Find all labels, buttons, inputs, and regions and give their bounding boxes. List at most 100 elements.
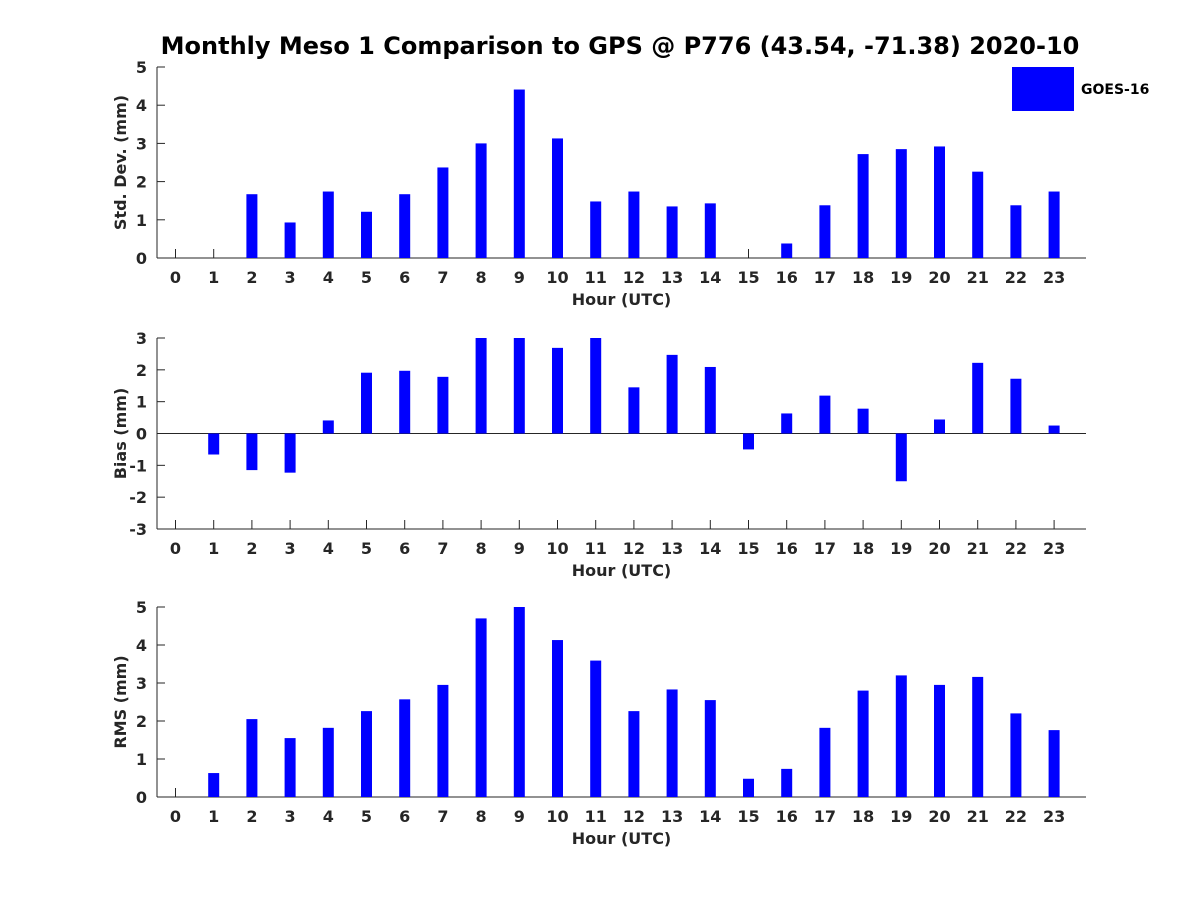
bar-hour-17 bbox=[819, 205, 831, 258]
x-tick-label: 16 bbox=[776, 539, 798, 558]
x-tick-label: 23 bbox=[1043, 807, 1065, 826]
x-tick-label: 20 bbox=[928, 268, 950, 287]
x-tick-label: 18 bbox=[852, 539, 874, 558]
bar-hour-18 bbox=[857, 690, 869, 797]
bar-hour-8 bbox=[475, 143, 487, 258]
x-tick-label: 7 bbox=[437, 807, 448, 826]
bar-hour-7 bbox=[437, 376, 449, 434]
bar-hour-3 bbox=[284, 433, 296, 473]
bar-hour-8 bbox=[475, 618, 487, 797]
x-axis-label: Hour (UTC) bbox=[572, 561, 672, 580]
x-tick-label: 12 bbox=[623, 268, 645, 287]
bar-hour-21 bbox=[972, 676, 984, 797]
x-tick-label: 17 bbox=[814, 807, 836, 826]
x-tick-label: 9 bbox=[514, 807, 525, 826]
y-tick-label: -3 bbox=[129, 520, 147, 539]
bar-hour-10 bbox=[552, 640, 563, 797]
bar-hour-14 bbox=[704, 700, 716, 797]
bar-hour-14 bbox=[704, 203, 716, 258]
x-tick-label: 10 bbox=[546, 807, 568, 826]
x-tick-label: 13 bbox=[661, 268, 683, 287]
x-tick-label: 1 bbox=[208, 807, 219, 826]
bar-hour-16 bbox=[781, 768, 793, 797]
bar-hour-12 bbox=[628, 387, 640, 434]
bar-hour-11 bbox=[590, 660, 602, 797]
bar-hour-23 bbox=[1048, 425, 1060, 434]
y-tick-label: 3 bbox=[136, 329, 147, 348]
x-tick-label: 1 bbox=[208, 539, 219, 558]
y-axis-label: Std. Dev. (mm) bbox=[111, 95, 130, 230]
x-tick-label: 21 bbox=[967, 807, 989, 826]
x-tick-label: 5 bbox=[361, 268, 372, 287]
y-axis-label: Bias (mm) bbox=[111, 388, 130, 480]
bar-hour-3 bbox=[284, 738, 296, 797]
y-tick-label: -1 bbox=[129, 456, 147, 475]
x-tick-label: 5 bbox=[361, 539, 372, 558]
bar-hour-2 bbox=[246, 433, 258, 471]
x-tick-label: 14 bbox=[699, 807, 721, 826]
bar-hour-19 bbox=[895, 149, 907, 258]
bar-hour-21 bbox=[972, 171, 984, 258]
bar-hour-3 bbox=[284, 222, 296, 258]
x-tick-label: 5 bbox=[361, 807, 372, 826]
bar-hour-10 bbox=[552, 138, 563, 258]
x-tick-label: 3 bbox=[285, 539, 296, 558]
bar-hour-4 bbox=[322, 420, 334, 434]
x-tick-label: 18 bbox=[852, 807, 874, 826]
y-tick-label: 2 bbox=[136, 712, 147, 731]
bar-hour-17 bbox=[819, 395, 831, 434]
x-tick-label: 21 bbox=[967, 268, 989, 287]
legend: GOES-16 bbox=[1012, 67, 1149, 111]
x-tick-label: 12 bbox=[623, 807, 645, 826]
bar-hour-22 bbox=[1010, 205, 1022, 258]
x-tick-label: 12 bbox=[623, 539, 645, 558]
legend-label: GOES-16 bbox=[1081, 82, 1149, 98]
y-tick-label: 4 bbox=[136, 96, 147, 115]
x-tick-label: 1 bbox=[208, 268, 219, 287]
bar-hour-5 bbox=[361, 372, 372, 434]
x-tick-label: 11 bbox=[585, 539, 607, 558]
bar-hour-21 bbox=[972, 362, 984, 434]
bar-hour-18 bbox=[857, 154, 869, 258]
x-tick-label: 16 bbox=[776, 807, 798, 826]
bar-hour-20 bbox=[934, 419, 945, 434]
y-tick-label: 0 bbox=[136, 249, 147, 268]
bar-hour-12 bbox=[628, 191, 640, 258]
bar-hour-5 bbox=[361, 211, 372, 258]
x-tick-label: 11 bbox=[585, 268, 607, 287]
bar-hour-16 bbox=[781, 243, 793, 258]
bar-hour-13 bbox=[666, 206, 678, 258]
x-tick-label: 10 bbox=[546, 268, 568, 287]
y-tick-label: 0 bbox=[136, 425, 147, 444]
x-tick-label: 22 bbox=[1005, 268, 1027, 287]
bar-hour-7 bbox=[437, 684, 449, 797]
x-tick-label: 18 bbox=[852, 268, 874, 287]
bar-hour-17 bbox=[819, 727, 831, 797]
x-tick-label: 6 bbox=[399, 539, 410, 558]
x-tick-label: 8 bbox=[476, 268, 487, 287]
x-tick-label: 2 bbox=[246, 268, 257, 287]
x-axis-label: Hour (UTC) bbox=[572, 290, 672, 309]
x-tick-label: 20 bbox=[928, 539, 950, 558]
x-tick-label: 13 bbox=[661, 807, 683, 826]
x-tick-label: 9 bbox=[514, 268, 525, 287]
x-tick-label: 19 bbox=[890, 807, 912, 826]
bar-hour-23 bbox=[1048, 730, 1060, 797]
bar-hour-5 bbox=[361, 711, 372, 797]
bar-hour-22 bbox=[1010, 378, 1022, 434]
bar-hour-12 bbox=[628, 711, 640, 797]
x-tick-label: 19 bbox=[890, 268, 912, 287]
bar-hour-19 bbox=[895, 675, 907, 797]
y-tick-label: 1 bbox=[136, 750, 147, 769]
x-tick-label: 14 bbox=[699, 539, 721, 558]
x-tick-label: 22 bbox=[1005, 807, 1027, 826]
bar-hour-2 bbox=[246, 194, 258, 258]
x-tick-label: 11 bbox=[585, 807, 607, 826]
bar-hour-6 bbox=[399, 699, 411, 797]
bar-hour-15 bbox=[743, 433, 754, 450]
y-tick-label: 3 bbox=[136, 674, 147, 693]
bar-hour-4 bbox=[322, 727, 334, 797]
x-tick-label: 0 bbox=[170, 268, 181, 287]
